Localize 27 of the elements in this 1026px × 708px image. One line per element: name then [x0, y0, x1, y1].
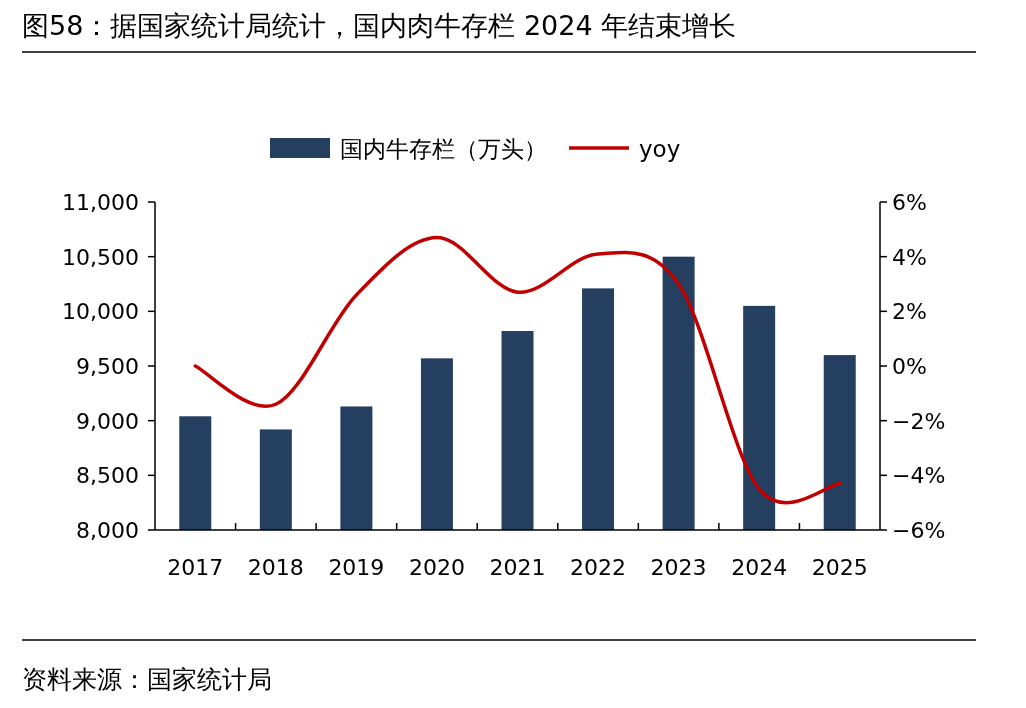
x-tick-label: 2024: [731, 555, 788, 580]
y-tick-label: 10,500: [62, 244, 139, 270]
y2-tick-label: −6%: [892, 518, 946, 543]
y-tick-label: 10,000: [62, 299, 139, 325]
x-tick-label: 2022: [570, 555, 627, 580]
y2-tick-label: 0%: [892, 354, 927, 379]
legend-label: yoy: [639, 136, 681, 162]
x-tick-label: 2017: [167, 555, 224, 580]
chart-title: 图58：据国家统计局统计，国内肉牛存栏 2024 年结束增长: [22, 10, 737, 41]
y2-tick-label: 6%: [892, 190, 927, 215]
text: 资料来源：国家统计局: [22, 665, 272, 694]
y-tick-label: 8,000: [76, 518, 139, 543]
x-tick-label: 2018: [247, 555, 304, 580]
y2-tick-label: 2%: [892, 299, 927, 325]
x-tick-label: 2020: [408, 555, 465, 580]
y-tick-label: 9,000: [76, 408, 139, 434]
x-tick-label: 2023: [650, 555, 707, 580]
legend-label: 国内牛存栏（万头）: [340, 136, 547, 162]
x-tick-label: 2019: [328, 555, 385, 580]
y2-tick-label: −2%: [892, 408, 946, 434]
y-tick-label: 11,000: [62, 190, 139, 215]
x-tick-label: 2021: [489, 555, 546, 580]
y2-tick-label: −4%: [892, 463, 946, 489]
y-tick-label: 9,500: [76, 354, 139, 379]
y2-tick-label: 4%: [892, 244, 927, 270]
y-tick-label: 8,500: [76, 463, 139, 489]
x-tick-label: 2025: [811, 555, 868, 580]
